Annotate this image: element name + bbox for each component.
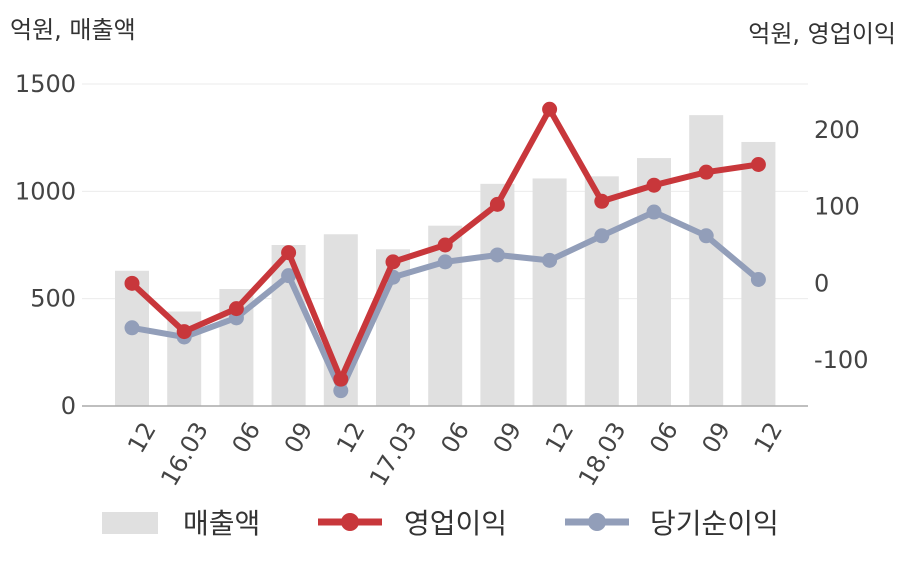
point-operating-profit — [333, 371, 349, 387]
right-tick-label: 200 — [814, 116, 860, 144]
point-net-income — [489, 247, 505, 263]
bar-revenue — [689, 115, 724, 407]
x-tick-label: 12 — [331, 417, 371, 457]
legend-swatch-operating-profit-dot — [341, 513, 359, 531]
left-tick-label: 1500 — [15, 70, 76, 98]
point-operating-profit — [698, 164, 714, 180]
x-tick-label: 12 — [749, 417, 789, 457]
legend-label-revenue: 매출액 — [183, 507, 260, 540]
x-tick-label: 09 — [279, 417, 319, 457]
left-tick-label: 0 — [61, 392, 76, 420]
x-tick-label: 06 — [227, 417, 267, 457]
left-tick-label: 500 — [30, 285, 76, 313]
x-tick-label: 09 — [488, 417, 528, 457]
right-axis-ticks: -100 0 100 200 — [814, 116, 868, 374]
bar-revenue — [584, 176, 619, 406]
x-tick-label: 16.03 — [155, 417, 214, 491]
point-net-income — [333, 383, 349, 399]
point-operating-profit — [124, 275, 140, 291]
point-net-income — [594, 228, 610, 244]
left-axis-ticks: 0 500 1000 1500 — [15, 70, 76, 420]
point-operating-profit — [646, 177, 662, 193]
point-net-income — [750, 272, 766, 287]
point-net-income — [698, 228, 714, 244]
point-operating-profit — [228, 301, 244, 317]
line-series — [124, 101, 766, 399]
x-tick-label: 12 — [122, 417, 162, 457]
bar-revenue — [428, 225, 463, 406]
right-tick-label: -100 — [814, 346, 868, 374]
x-tick-label: 12 — [540, 417, 580, 457]
legend-swatch-net-income-dot — [588, 513, 606, 531]
right-tick-label: 100 — [814, 193, 860, 221]
point-net-income — [646, 204, 662, 220]
point-net-income — [124, 320, 140, 336]
bar-revenue — [532, 178, 567, 406]
point-operating-profit — [594, 193, 610, 209]
left-tick-label: 1000 — [15, 177, 76, 205]
point-operating-profit — [385, 254, 401, 270]
point-operating-profit — [542, 101, 558, 117]
legend-label-operating-profit: 영업이익 — [404, 507, 507, 540]
point-net-income — [437, 254, 453, 270]
point-operating-profit — [750, 157, 766, 172]
x-tick-label: 06 — [644, 417, 684, 457]
point-operating-profit — [176, 324, 192, 340]
legend: 매출액 영업이익 당기순이익 — [102, 507, 779, 540]
right-axis-unit-label: 억원, 영업이익 — [748, 20, 896, 48]
point-net-income — [542, 252, 558, 268]
point-operating-profit — [281, 245, 297, 261]
point-operating-profit — [489, 196, 505, 212]
x-tick-label: 06 — [435, 417, 475, 457]
x-tick-label: 18.03 — [573, 417, 632, 491]
x-tick-label: 17.03 — [364, 417, 423, 491]
bar-revenue — [637, 158, 671, 406]
legend-label-net-income: 당기순이익 — [650, 507, 779, 540]
right-tick-label: 0 — [814, 269, 829, 297]
bar-revenue — [480, 183, 515, 406]
legend-swatch-revenue — [102, 512, 158, 534]
left-axis-unit-label: 억원, 매출액 — [10, 16, 136, 44]
point-operating-profit — [437, 237, 453, 253]
point-net-income — [281, 268, 297, 284]
x-tick-label: 09 — [696, 417, 736, 457]
